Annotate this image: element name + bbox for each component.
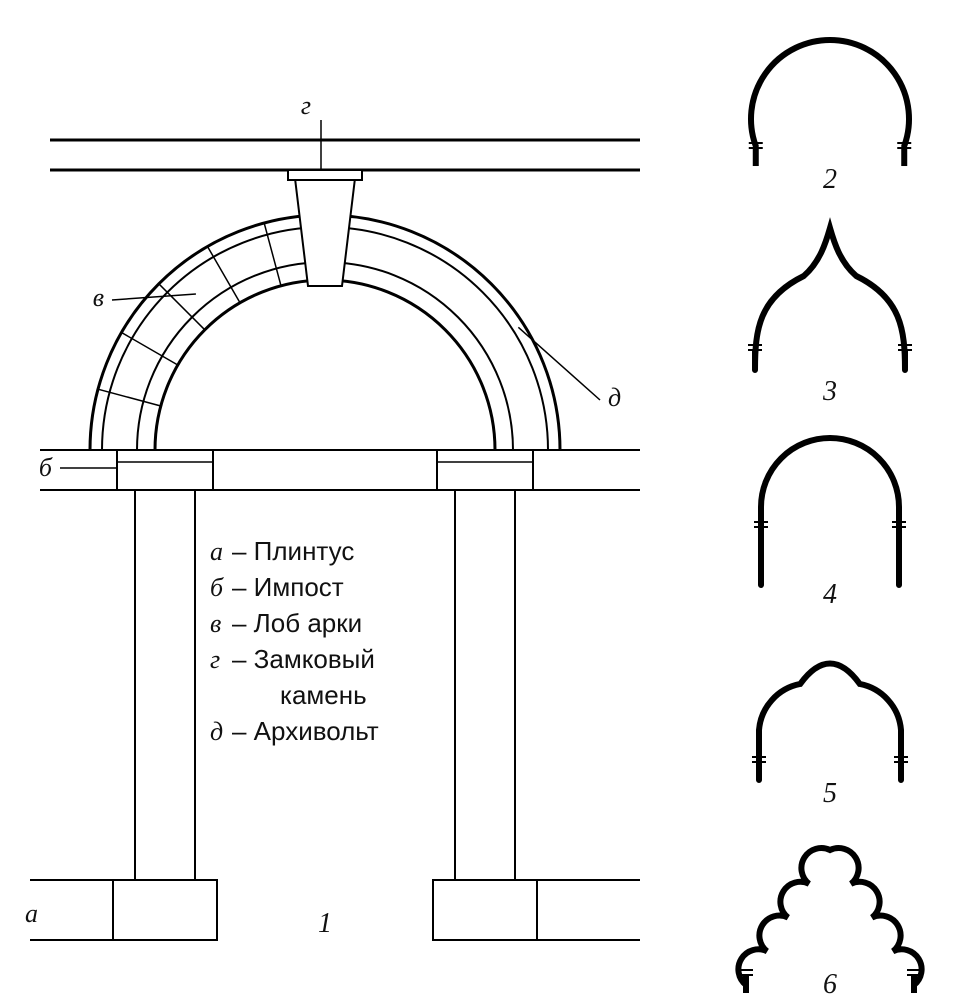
legend-key: д — [210, 717, 223, 746]
legend-text: – Замковый — [232, 644, 375, 674]
legend-text: – Архивольт — [232, 716, 379, 746]
arch-diagram: абвгда – Плинтусб – Импоств – Лоб аркиг … — [0, 0, 964, 1000]
legend-text: – Плинтус — [232, 536, 354, 566]
pointer-label-g: г — [301, 91, 311, 120]
legend-key: а — [210, 537, 223, 566]
figure-number-1: 1 — [318, 908, 332, 939]
pointer-label-a: а — [25, 899, 38, 928]
legend-key: г — [210, 645, 220, 674]
figure-number-6: 6 — [823, 969, 837, 1000]
figure-number-2: 2 — [823, 164, 837, 195]
legend-key: б — [210, 573, 224, 602]
legend-text: – Импост — [232, 572, 344, 602]
figure-number-4: 4 — [823, 579, 837, 610]
legend-text: – Лоб арки — [232, 608, 362, 638]
main-arch: абвгда – Плинтусб – Импоств – Лоб аркиг … — [25, 91, 640, 940]
arch-type-4: 4 — [754, 438, 906, 610]
pointer-label-v: в — [93, 283, 104, 312]
arch-type-2: 2 — [749, 40, 911, 195]
legend-text-cont: камень — [280, 680, 367, 710]
legend-key: в — [210, 609, 221, 638]
figure-number-5: 5 — [823, 778, 837, 809]
pointer-label-b: б — [39, 453, 53, 482]
arch-type-3: 3 — [748, 228, 912, 407]
arch-type-6: 6 — [738, 848, 921, 1000]
pointer-label-d: д — [608, 383, 621, 412]
figure-number-3: 3 — [822, 376, 837, 407]
arch-type-5: 5 — [752, 664, 908, 809]
